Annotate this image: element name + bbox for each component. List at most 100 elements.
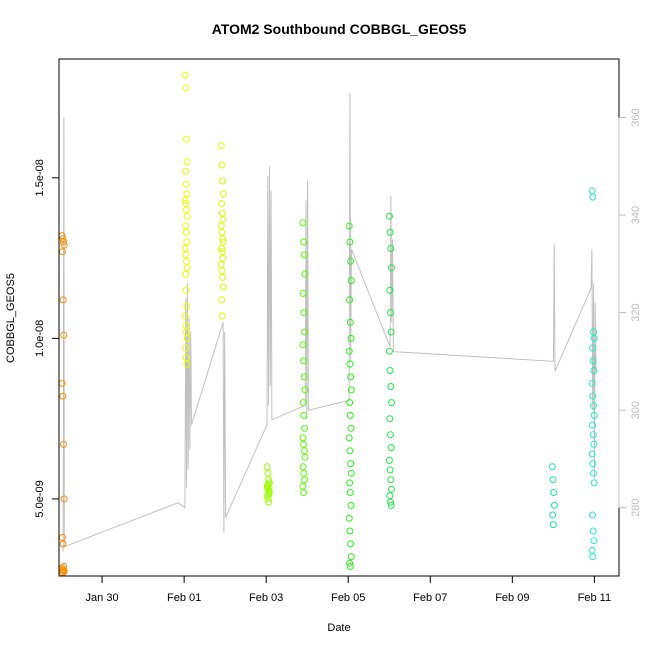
- x-tick-label: Feb 09: [495, 592, 529, 604]
- data-point: [385, 212, 393, 220]
- data-point: [182, 322, 190, 329]
- data-point: [347, 277, 355, 285]
- data-point: [59, 566, 67, 574]
- data-point: [588, 379, 596, 387]
- data-point: [589, 553, 597, 561]
- data-point: [589, 527, 597, 535]
- secondary-series: [62, 93, 597, 552]
- data-point: [300, 489, 308, 496]
- data-point: [301, 328, 309, 336]
- data-point: [588, 450, 596, 458]
- data-point: [299, 341, 307, 349]
- data-point: [60, 495, 68, 503]
- data-point: [549, 521, 557, 529]
- data-point: [183, 135, 190, 143]
- data-point: [265, 498, 273, 506]
- data-point: [346, 527, 354, 535]
- data-point: [218, 296, 226, 304]
- x-tick-label: Feb 11: [578, 592, 611, 604]
- scatter-series: [58, 71, 598, 577]
- data-point: [346, 447, 354, 455]
- data-point: [265, 490, 273, 498]
- data-point: [182, 167, 189, 175]
- data-point: [183, 334, 191, 342]
- data-point: [387, 501, 395, 509]
- data-point: [300, 440, 308, 448]
- data-point: [385, 456, 393, 464]
- data-point: [589, 421, 596, 429]
- data-point: [182, 354, 190, 362]
- data-point: [301, 476, 309, 484]
- data-point: [590, 367, 598, 374]
- data-point: [387, 328, 395, 336]
- secondary-line: [62, 93, 597, 552]
- data-point: [59, 235, 67, 243]
- data-point: [219, 190, 227, 198]
- data-point: [182, 286, 190, 294]
- x-tick-label: Feb 01: [167, 592, 201, 604]
- data-point: [183, 158, 191, 166]
- data-point: [182, 228, 190, 236]
- y-tick-label: 5.0e-09: [34, 480, 46, 517]
- data-point: [590, 479, 598, 487]
- data-point: [345, 347, 353, 355]
- data-point: [347, 257, 355, 265]
- data-point: [387, 444, 395, 452]
- data-point: [181, 312, 189, 320]
- data-point: [346, 559, 354, 567]
- data-point: [346, 479, 354, 487]
- data-point: [183, 302, 191, 310]
- data-point: [346, 318, 354, 326]
- data-point: [264, 484, 271, 492]
- data-point: [346, 238, 354, 246]
- data-point: [299, 219, 307, 227]
- data-point: [549, 511, 557, 519]
- data-point: [347, 460, 355, 468]
- y-axis-label: COBBGL_GEOS5: [5, 273, 17, 363]
- data-point: [549, 476, 557, 484]
- data-point: [590, 440, 598, 448]
- x-axis: Jan 30 Feb 01 Feb 03 Feb 05 Feb 07 Feb 09 Feb …: [86, 575, 611, 604]
- data-point: [388, 399, 395, 407]
- data-point: [218, 245, 226, 252]
- data-point: [346, 399, 354, 407]
- data-point: [346, 296, 354, 304]
- data-point: [300, 373, 308, 381]
- data-point: [590, 537, 598, 545]
- x-axis-label: Date: [327, 622, 350, 634]
- data-point: [218, 161, 226, 169]
- data-point: [387, 431, 394, 439]
- data-point: [387, 498, 394, 506]
- data-point: [589, 344, 596, 352]
- data-point: [550, 501, 558, 509]
- data-point: [181, 196, 189, 204]
- data-point: [218, 267, 226, 275]
- data-point: [182, 180, 190, 188]
- data-point: [590, 411, 598, 419]
- data-point: [60, 331, 68, 339]
- data-point: [59, 540, 67, 548]
- data-point: [590, 402, 597, 410]
- data-point: [346, 360, 354, 368]
- data-point: [387, 476, 395, 484]
- data-point: [182, 84, 190, 92]
- data-point: [386, 415, 394, 423]
- data-point: [60, 238, 67, 246]
- data-point: [264, 495, 272, 503]
- data-point: [386, 367, 394, 374]
- y-tick-label: 1.5e-08: [34, 159, 46, 196]
- data-point: [60, 241, 68, 249]
- data-point: [299, 399, 307, 407]
- data-point: [589, 511, 596, 519]
- data-point: [301, 453, 309, 461]
- data-point: [181, 71, 189, 79]
- data-point: [346, 411, 354, 419]
- data-point: [300, 309, 308, 317]
- data-point: [550, 489, 558, 496]
- data-point: [590, 334, 598, 342]
- data-point: [301, 386, 309, 394]
- data-point: [300, 469, 308, 477]
- data-point: [300, 411, 308, 419]
- x-tick-label: Feb 03: [249, 592, 283, 604]
- data-point: [590, 469, 597, 477]
